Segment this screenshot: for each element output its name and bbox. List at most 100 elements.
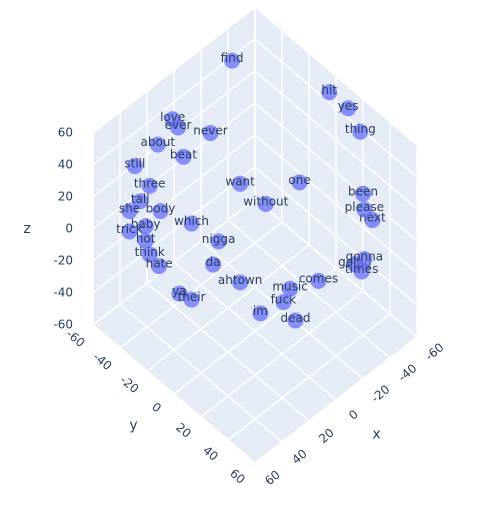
- point: [210, 233, 227, 250]
- point-label: three: [134, 176, 166, 190]
- grid-line: [254, 198, 418, 338]
- z-tick-label: 60: [58, 126, 73, 140]
- x-tick-label: 20: [316, 426, 337, 447]
- point: [121, 203, 138, 220]
- point: [121, 223, 138, 240]
- grid-line: [119, 221, 283, 349]
- grid-line: [92, 198, 256, 326]
- point-label: baby: [131, 217, 161, 231]
- point-label: one: [288, 173, 310, 187]
- point-label: ya: [172, 284, 186, 298]
- point: [126, 158, 143, 175]
- grid-line: [254, 134, 418, 274]
- y-tick-label: 0: [149, 400, 164, 416]
- point: [141, 246, 158, 263]
- point-label: want: [225, 174, 255, 188]
- point: [137, 232, 154, 249]
- x-tick-label: -60: [422, 340, 446, 363]
- point: [202, 125, 219, 142]
- point: [321, 84, 338, 101]
- point-label: ahtown: [218, 273, 262, 287]
- x-tick-label: -40: [395, 361, 419, 384]
- point-label: she: [119, 202, 140, 216]
- point-label: been: [348, 184, 378, 198]
- point-label: body: [146, 202, 176, 216]
- y-tick-label: -20: [117, 373, 141, 396]
- point: [353, 263, 370, 280]
- y-tick-label: 40: [200, 443, 221, 464]
- y-tick-label: 60: [227, 466, 248, 487]
- point-label: please: [345, 200, 384, 214]
- point: [183, 215, 200, 232]
- z-tick-label: -40: [53, 286, 73, 300]
- point-label: dead: [281, 311, 311, 325]
- grid-line: [92, 166, 256, 294]
- point-label: think: [135, 245, 165, 259]
- point: [252, 305, 269, 322]
- grid-line: [254, 38, 418, 178]
- point: [291, 174, 308, 191]
- point: [257, 196, 274, 212]
- points: findyeshitloveeveraboutbeatstillthreetal…: [116, 51, 386, 329]
- point-label: yes: [338, 99, 359, 113]
- point-label: hit: [321, 83, 337, 97]
- point-label: find: [221, 51, 244, 65]
- point: [132, 193, 149, 210]
- grid-line: [92, 102, 256, 230]
- x-tick-label: 40: [289, 447, 310, 468]
- x-tick-label: 0: [346, 407, 361, 423]
- z-tick-label: -20: [53, 254, 73, 268]
- point: [282, 280, 299, 297]
- point-label: still: [124, 157, 145, 171]
- point-label: thing: [345, 122, 376, 136]
- point: [287, 312, 304, 329]
- point: [171, 285, 188, 302]
- x-tick-label: 60: [262, 468, 283, 489]
- point-label: trick: [116, 222, 143, 236]
- point-label: beat: [170, 147, 197, 161]
- y-axis-title: y: [129, 418, 137, 434]
- z-tick-label: 40: [58, 158, 73, 172]
- x-tick-label: -20: [368, 382, 392, 405]
- point: [232, 175, 249, 192]
- grid-line: [92, 6, 256, 134]
- grid-line: [254, 336, 418, 464]
- y-tick-label: 20: [173, 420, 194, 441]
- point-label: comes: [299, 271, 338, 285]
- point-label: nigga: [202, 232, 236, 246]
- grid-line: [254, 102, 418, 242]
- point: [183, 291, 200, 308]
- point-label: da: [206, 255, 221, 269]
- grid-line: [254, 70, 418, 210]
- point-label: times: [345, 262, 378, 276]
- point: [275, 294, 292, 311]
- point: [356, 251, 373, 268]
- point-label: hot: [136, 231, 156, 245]
- point-label: about: [140, 135, 175, 149]
- point-label: tall: [131, 192, 150, 206]
- point: [151, 258, 168, 275]
- point: [149, 136, 166, 153]
- point: [175, 148, 192, 165]
- point: [137, 218, 154, 235]
- z-tick-label: -60: [53, 318, 73, 332]
- point-label: never: [193, 124, 227, 138]
- point: [141, 177, 158, 194]
- grid-line: [254, 166, 418, 306]
- x-axis-title: x: [372, 427, 380, 443]
- y-tick-label: -40: [90, 350, 114, 373]
- grid-line: [227, 313, 391, 441]
- point-label: without: [243, 195, 288, 209]
- z-tick-label: 0: [65, 222, 73, 236]
- point: [170, 119, 187, 136]
- point-label: gonna: [346, 250, 384, 264]
- point-label: im: [253, 304, 268, 318]
- point-label: their: [178, 290, 206, 304]
- grid-line: [173, 267, 337, 395]
- z-axis-title: z: [23, 221, 30, 237]
- point: [310, 272, 327, 289]
- point: [340, 100, 357, 117]
- point: [232, 274, 249, 291]
- grid-line: [146, 244, 310, 372]
